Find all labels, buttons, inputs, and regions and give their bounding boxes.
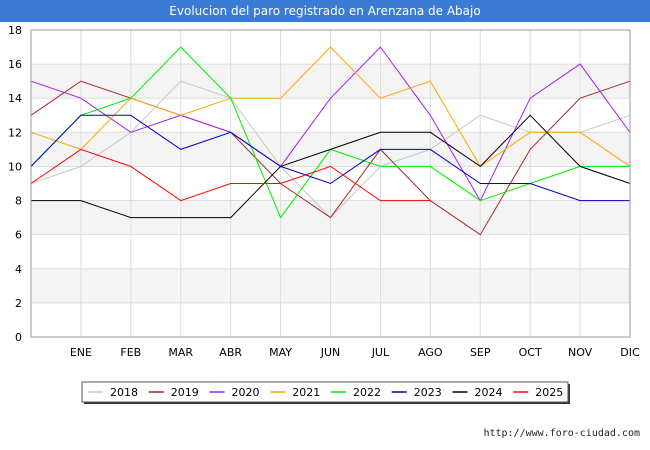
plot-border xyxy=(30,29,631,338)
legend-label-2022: 2022 xyxy=(353,386,381,399)
x-tick-label: NOV xyxy=(568,346,593,359)
y-tick-label: 0 xyxy=(15,331,22,344)
x-tick-label: MAR xyxy=(168,346,193,359)
legend-label-2018: 2018 xyxy=(110,386,138,399)
series-lines xyxy=(30,46,631,236)
source-url: http://www.foro-ciudad.com xyxy=(483,428,640,439)
x-tick-label: SEP xyxy=(470,346,491,359)
legend-label-2025: 2025 xyxy=(535,386,563,399)
series-line-2024 xyxy=(31,114,631,219)
x-tick-label: FEB xyxy=(120,346,141,359)
series-line-2020 xyxy=(30,46,631,202)
x-tick-label: ENE xyxy=(70,346,92,359)
x-tick-label: JUN xyxy=(320,346,341,359)
x-tick-label: MAY xyxy=(269,346,292,359)
x-tick-label: ABR xyxy=(219,346,242,359)
y-tick-label: 2 xyxy=(15,297,22,310)
x-axis-ticks: ENE FEB MAR ABR MAY JUN JUL AGO SEP OCT NOV DIC xyxy=(70,346,640,359)
legend-label-2024: 2024 xyxy=(475,386,503,399)
x-tick-label: JUL xyxy=(371,346,390,359)
y-tick-label: 14 xyxy=(8,92,22,105)
legend-label-2020: 2020 xyxy=(232,386,260,399)
y-tick-label: 8 xyxy=(15,195,22,208)
x-tick-label: AGO xyxy=(418,346,443,359)
legend-label-2019: 2019 xyxy=(171,386,199,399)
y-axis-ticks: 0 2 4 6 8 10 12 14 16 18 xyxy=(8,24,22,344)
y-tick-label: 10 xyxy=(8,160,22,173)
chart-title: Evolucion del paro registrado en Arenzan… xyxy=(0,0,650,22)
series-line-2025 xyxy=(30,148,431,202)
y-tick-label: 12 xyxy=(8,126,22,139)
y-tick-label: 18 xyxy=(8,24,22,37)
legend-label-2023: 2023 xyxy=(414,386,442,399)
y-tick-label: 4 xyxy=(15,263,22,276)
x-tick-label: OCT xyxy=(519,346,542,359)
legend-label-2021: 2021 xyxy=(292,386,320,399)
legend-box xyxy=(81,381,569,403)
y-tick-label: 16 xyxy=(8,58,22,71)
x-tick-label: DIC xyxy=(620,346,640,359)
y-tick-label: 6 xyxy=(15,229,22,242)
series-line-2023 xyxy=(30,114,630,202)
legend: 2018 2019 2020 2021 2022 2023 2024 2025 xyxy=(81,381,570,404)
